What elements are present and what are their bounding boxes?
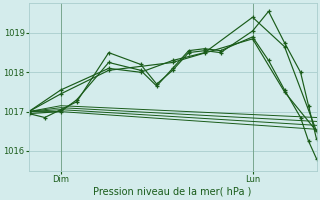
X-axis label: Pression niveau de la mer( hPa ): Pression niveau de la mer( hPa ) [93, 187, 252, 197]
